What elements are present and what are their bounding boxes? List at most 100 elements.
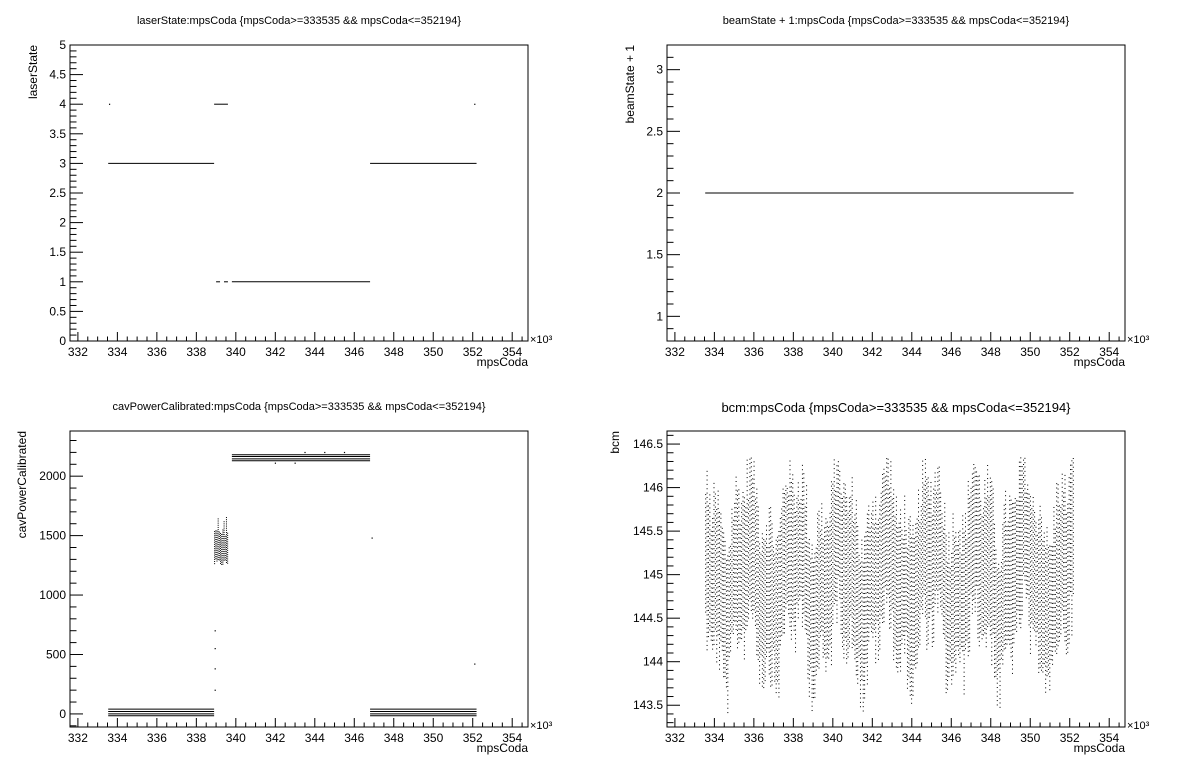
data-point — [223, 521, 225, 523]
data-point — [707, 544, 709, 546]
data-point — [833, 476, 835, 478]
data-point — [877, 632, 879, 634]
data-point — [785, 498, 787, 500]
data-point — [705, 494, 707, 496]
data-point — [804, 510, 806, 512]
data-point — [883, 577, 885, 579]
data-point — [771, 640, 773, 642]
data-point — [862, 597, 864, 599]
data-point — [745, 589, 747, 591]
data-point — [865, 636, 867, 638]
data-point — [844, 488, 846, 490]
data-point — [871, 535, 873, 537]
data-point — [851, 529, 853, 531]
data-point — [846, 632, 848, 634]
data-point — [803, 608, 805, 610]
data-point — [772, 594, 774, 596]
data-point — [743, 566, 745, 568]
data-point — [872, 593, 874, 595]
data-point — [857, 573, 859, 575]
data-point — [760, 610, 762, 612]
data-point — [871, 556, 873, 558]
data-point — [790, 595, 792, 597]
data-point — [759, 682, 761, 684]
data-point — [745, 555, 747, 557]
data-point — [882, 495, 884, 497]
data-point — [756, 549, 758, 551]
data-point — [855, 665, 857, 667]
data-point — [811, 696, 813, 698]
data-point — [847, 612, 849, 614]
data-point — [343, 451, 346, 454]
data-point — [731, 543, 733, 545]
data-point — [836, 547, 838, 549]
data-point — [735, 502, 737, 504]
data-point — [819, 574, 821, 576]
data-point — [847, 582, 849, 584]
data-point — [748, 582, 750, 584]
data-point — [738, 567, 740, 569]
data-point — [759, 578, 761, 580]
data-point — [861, 548, 863, 550]
data-point — [884, 489, 886, 491]
x-tick-label: 344 — [902, 345, 922, 359]
data-point — [772, 642, 774, 644]
data-point — [853, 552, 855, 554]
data-point — [792, 509, 794, 511]
data-point — [833, 542, 835, 544]
data-point — [720, 556, 722, 558]
data-point — [803, 577, 805, 579]
data-point — [705, 563, 707, 565]
data-point — [725, 664, 727, 666]
data-point — [801, 582, 803, 584]
data-point — [719, 585, 721, 587]
data-point — [879, 635, 881, 637]
data-point — [746, 464, 748, 466]
data-point — [803, 564, 805, 566]
data-point — [728, 603, 730, 605]
data-point — [847, 634, 849, 636]
data-point — [828, 531, 830, 533]
data-point — [719, 520, 721, 522]
data-point — [837, 526, 839, 528]
data-point — [706, 531, 708, 533]
data-point — [720, 517, 722, 519]
data-point — [861, 626, 863, 628]
data-point — [778, 696, 780, 698]
data-point — [795, 612, 797, 614]
data-point — [875, 496, 877, 498]
data-point — [871, 565, 873, 567]
data-point — [854, 540, 856, 542]
data-point — [822, 586, 824, 588]
data-point — [862, 566, 864, 568]
data-point — [716, 661, 718, 663]
data-point — [812, 614, 814, 616]
data-point — [868, 618, 870, 620]
data-point — [734, 542, 736, 544]
data-point — [872, 523, 874, 525]
data-point — [738, 532, 740, 534]
data-point — [801, 586, 803, 588]
data-point — [807, 551, 809, 553]
data-point — [821, 629, 823, 631]
data-point — [736, 581, 738, 583]
data-point — [759, 621, 761, 623]
data-point — [855, 582, 857, 584]
data-point — [764, 553, 766, 555]
data-point — [710, 535, 712, 537]
x-tick-label: 342 — [265, 731, 285, 745]
data-point — [851, 494, 853, 496]
data-point — [844, 580, 846, 582]
data-point — [785, 568, 787, 570]
data-point — [214, 543, 216, 545]
data-point — [714, 589, 716, 591]
data-point — [861, 574, 863, 576]
data-point — [832, 570, 834, 572]
data-point — [808, 604, 810, 606]
data-point — [888, 584, 890, 586]
data-point — [222, 559, 224, 561]
data-point — [788, 504, 790, 506]
data-point — [840, 585, 842, 587]
data-point — [868, 527, 870, 529]
data-point — [884, 515, 886, 517]
